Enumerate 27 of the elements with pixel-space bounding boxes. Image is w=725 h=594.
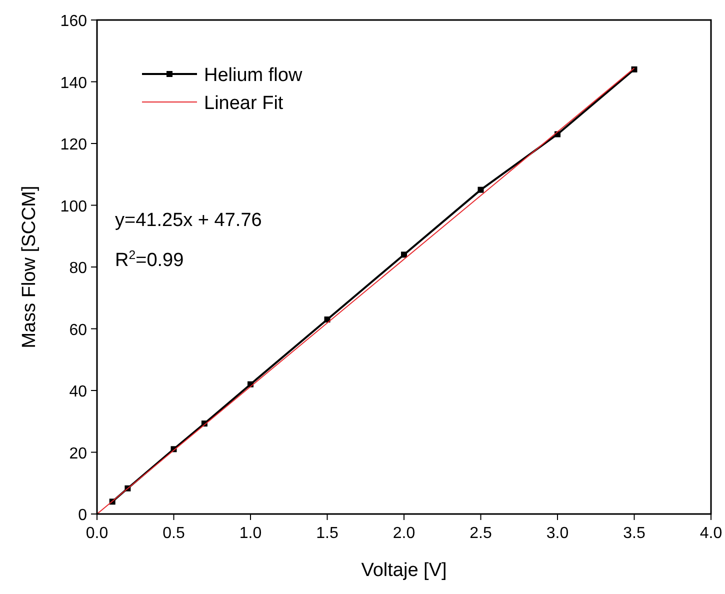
x-tick-label: 2.5 — [470, 525, 492, 542]
x-tick-label: 4.0 — [700, 525, 722, 542]
y-tick-label: 60 — [69, 322, 88, 339]
annotation: R$^{2}$=0.99 — [115, 248, 184, 271]
y-tick-label: 20 — [69, 445, 88, 462]
y-tick-label: 120 — [60, 136, 88, 154]
y-tick-label: 100 — [60, 198, 88, 216]
y-tick-label: 140 — [60, 74, 88, 92]
y-tick-label: 160 — [60, 13, 88, 30]
y-tick-label: 0 — [78, 507, 88, 524]
y-axis-title: Mass Flow [SCCM] — [19, 186, 40, 348]
point — [324, 316, 330, 322]
x-axis-title: Voltaje [V] — [361, 560, 447, 581]
annotation: y=41.25x + 47.76 — [115, 210, 262, 231]
x-tick-label: 1.0 — [239, 525, 262, 542]
legend-label: Helium flow — [204, 65, 302, 86]
x-tick-label: 3.5 — [623, 525, 646, 542]
x-tick-label: 0.0 — [86, 525, 108, 542]
legend-label: Linear Fit — [204, 93, 284, 114]
y-tick-label: 80 — [69, 260, 88, 277]
x-tick-label: 0.5 — [162, 525, 185, 542]
x-tick-label: 3.0 — [546, 525, 569, 542]
x-tick-label: 1.5 — [316, 525, 338, 542]
y-tick-label: 40 — [69, 384, 88, 400]
x-tick-label: 2.0 — [392, 525, 416, 542]
point — [401, 252, 407, 258]
point — [478, 186, 484, 193]
